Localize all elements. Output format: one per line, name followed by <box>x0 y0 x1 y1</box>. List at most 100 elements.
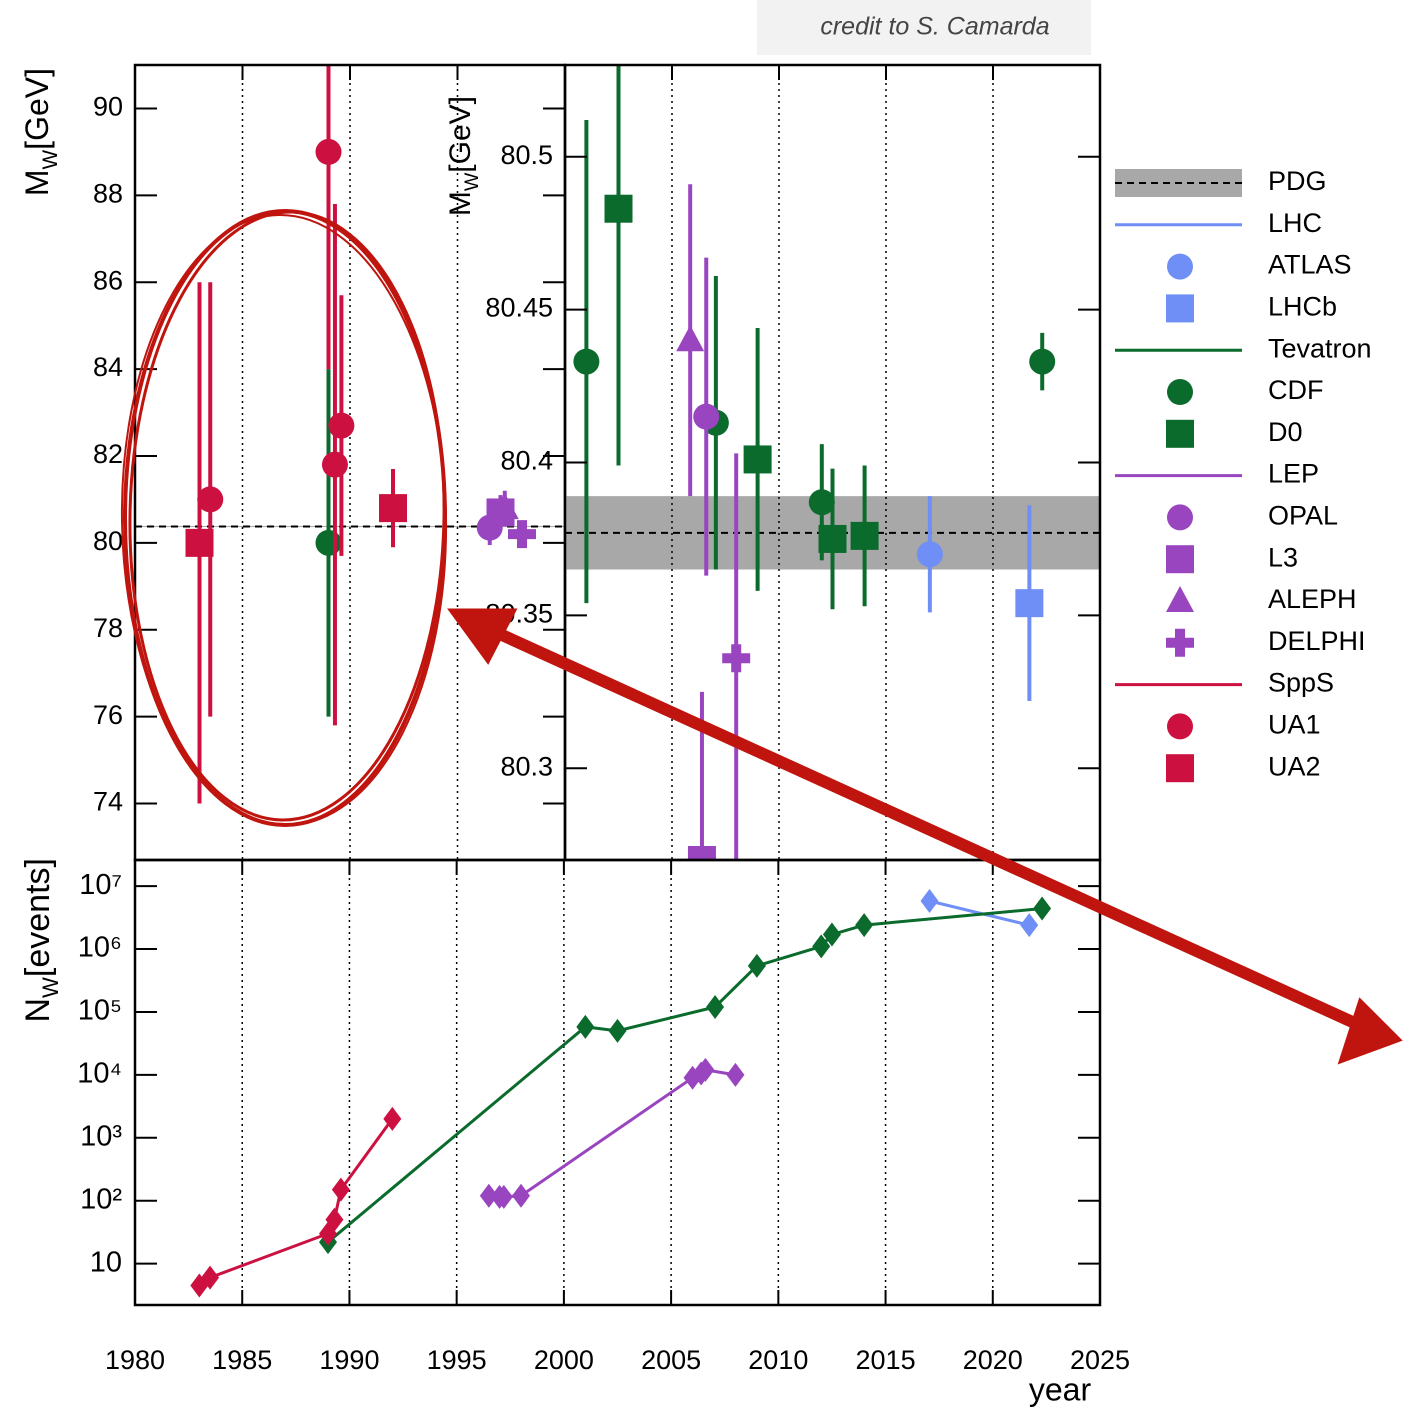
axis-title: NW[events] <box>19 858 63 1023</box>
marker <box>328 412 355 439</box>
marker <box>508 520 536 549</box>
marker <box>722 644 751 673</box>
marker <box>576 1014 595 1039</box>
panel-frame <box>133 858 1102 1307</box>
axis-title-sub: W <box>461 172 483 191</box>
arrow <box>477 619 1373 1036</box>
x-tick-label: 1995 <box>427 1345 487 1375</box>
marker <box>604 194 633 223</box>
y-tick-label: 80.3 <box>500 751 553 781</box>
ellipse <box>120 214 448 826</box>
legend-marker <box>1167 379 1193 405</box>
marker <box>512 1183 530 1208</box>
marker <box>920 888 939 913</box>
y-tick-label: 80.5 <box>500 140 553 170</box>
series-line <box>198 1117 394 1287</box>
credit: credit to S. Camarda <box>820 13 1049 41</box>
legend-label: CDF <box>1268 375 1324 405</box>
y-tick-label: 88 <box>93 178 123 208</box>
marker <box>822 922 841 947</box>
marker <box>855 913 874 938</box>
legend-marker <box>1166 628 1194 657</box>
legend-label: LHCb <box>1268 292 1337 322</box>
y-tick-label: 78 <box>93 613 123 643</box>
marker <box>325 1207 344 1232</box>
x-tick-label: 2010 <box>748 1345 808 1375</box>
marker <box>812 934 831 959</box>
axis-title-rest: [GeV] <box>444 96 477 173</box>
y-tick-label: 10⁶ <box>78 932 122 964</box>
marker <box>1033 896 1052 921</box>
marker <box>197 486 224 513</box>
y-tick-label: 10 <box>90 1246 122 1278</box>
panel <box>135 65 565 860</box>
y-tick-label: 84 <box>93 352 123 382</box>
legend-label: DELPHI <box>1268 626 1366 656</box>
x-axis-title: year <box>1029 1371 1092 1407</box>
y-tick-label: 74 <box>93 787 123 817</box>
marker <box>808 489 835 516</box>
series-line <box>488 1068 736 1199</box>
legend-marker <box>1166 419 1194 448</box>
axis-title-rest: [GeV] <box>19 68 55 150</box>
x-tick-label: 2000 <box>534 1345 594 1375</box>
legend-label: UA2 <box>1268 751 1321 781</box>
credit-box <box>757 0 1091 55</box>
marker <box>201 1265 220 1290</box>
legend-marker <box>1166 294 1194 323</box>
y-tick-label: 90 <box>93 92 123 122</box>
x-tick-label: 2015 <box>856 1345 916 1375</box>
legend-marker <box>1167 713 1193 740</box>
marker <box>916 541 943 568</box>
legend-marker <box>1167 253 1193 280</box>
y-tick-label: 10³ <box>80 1120 122 1152</box>
legend-marker <box>1166 545 1194 574</box>
marker <box>383 1106 402 1131</box>
legend-label: ATLAS <box>1268 250 1352 280</box>
marker <box>706 994 725 1019</box>
legend-label: ALEPH <box>1268 584 1357 614</box>
marker <box>379 494 407 523</box>
axis-title-main: N <box>19 998 57 1023</box>
legend-marker <box>1166 754 1194 783</box>
legend-label: PDG <box>1268 166 1327 196</box>
axis-title-main: M <box>19 169 55 196</box>
arrow-head <box>1337 997 1403 1065</box>
marker <box>687 846 716 860</box>
axis-title: MW[GeV] <box>444 96 483 216</box>
y-tick-label: 80.45 <box>485 293 553 323</box>
x-tick-label: 2020 <box>963 1345 1023 1375</box>
marker <box>315 138 342 165</box>
annotation <box>120 209 1403 1065</box>
y-tick-label: 86 <box>93 265 123 295</box>
panel <box>565 65 1100 860</box>
marker <box>608 1018 627 1043</box>
legend-label: Tevatron <box>1268 333 1372 363</box>
marker <box>743 445 772 474</box>
marker <box>1015 589 1044 618</box>
plot-area: 74767880828486889080.380.3580.480.4580.5… <box>19 63 1372 1407</box>
x-tick-label: 1980 <box>105 1345 165 1375</box>
y-tick-label: 80 <box>93 526 123 556</box>
marker <box>726 1062 745 1087</box>
legend-label: L3 <box>1268 542 1298 572</box>
marker <box>494 1184 513 1209</box>
legend-marker <box>1166 586 1194 612</box>
axis-title-rest: [events] <box>19 858 57 977</box>
marker <box>573 348 600 375</box>
legend-marker <box>1167 504 1193 531</box>
marker <box>696 1057 715 1082</box>
legend-label: LEP <box>1268 459 1319 489</box>
axis-title-sub: W <box>39 149 62 169</box>
reference-band <box>135 525 565 528</box>
marker <box>1029 348 1056 375</box>
marker <box>185 528 214 557</box>
y-tick-label: 10⁴ <box>77 1058 122 1090</box>
y-tick-label: 10⁷ <box>79 869 122 901</box>
axis-title: MW[GeV] <box>19 68 62 196</box>
ellipse <box>128 210 446 822</box>
arrow-head <box>447 608 518 665</box>
series-line <box>327 907 1043 1244</box>
